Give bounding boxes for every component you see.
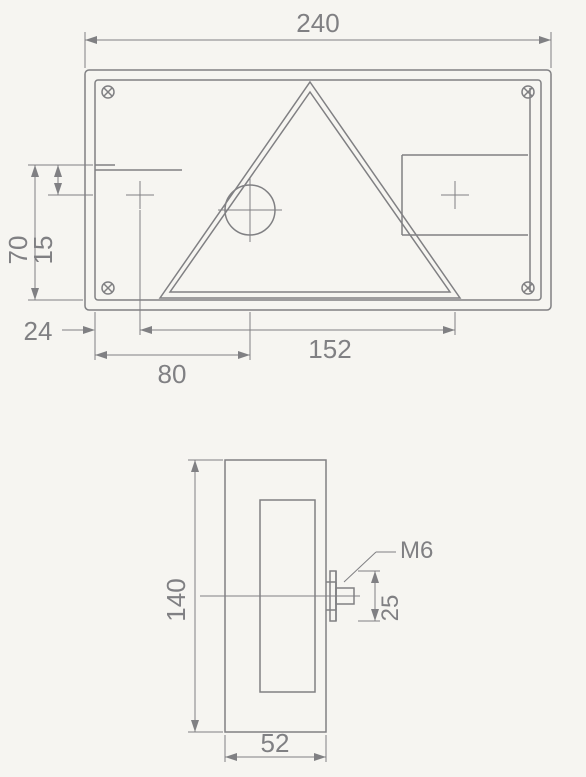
dim-52-label: 52 bbox=[261, 728, 290, 758]
dim-15-label: 15 bbox=[28, 236, 58, 265]
dim-152-label: 152 bbox=[308, 334, 351, 364]
dim-240-label: 240 bbox=[296, 8, 339, 38]
drawing-canvas: 240 152 80 24 70 15 bbox=[0, 0, 586, 777]
technical-drawing-svg: 240 152 80 24 70 15 bbox=[0, 0, 586, 777]
dim-M6-label: M6 bbox=[400, 537, 433, 564]
dim-80-label: 80 bbox=[158, 359, 187, 389]
front-view bbox=[85, 70, 551, 310]
dim-24-label: 24 bbox=[24, 316, 53, 346]
dim-25-label: 25 bbox=[377, 595, 404, 622]
side-view bbox=[200, 460, 360, 732]
side-view-dims: 140 52 M6 25 bbox=[161, 460, 433, 762]
dim-140-label: 140 bbox=[161, 578, 191, 621]
